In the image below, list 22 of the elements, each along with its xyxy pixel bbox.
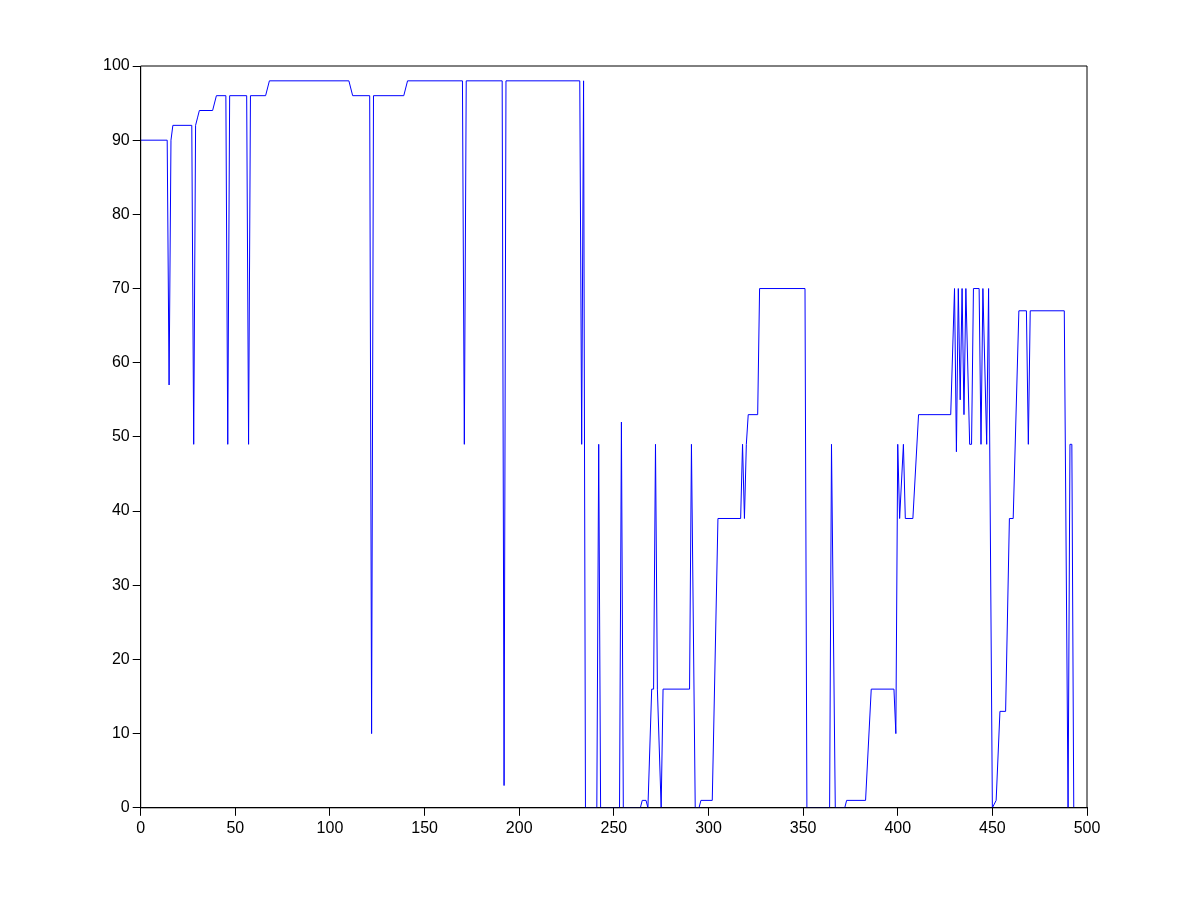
x-tick-label: 200 (505, 818, 533, 836)
y-tick-label: 40 (111, 501, 130, 519)
y-tick-label: 70 (111, 278, 130, 296)
x-tick-label: 150 (411, 818, 439, 836)
y-tick-label: 50 (111, 427, 130, 445)
y-tick-label: 20 (111, 649, 130, 667)
x-tick-label: 50 (226, 818, 245, 836)
y-tick-label: 100 (102, 56, 130, 74)
x-tick-label: 100 (316, 818, 344, 836)
y-tick-label: 60 (111, 353, 130, 371)
y-tick-label: 80 (111, 204, 130, 222)
y-tick-label: 90 (111, 130, 130, 148)
y-tick-label: 30 (111, 575, 130, 593)
y-tick-label: 10 (111, 724, 130, 742)
x-tick-label: 250 (600, 818, 628, 836)
x-tick-label: 350 (789, 818, 817, 836)
x-tick-label: 0 (136, 818, 146, 836)
x-tick-label: 400 (884, 818, 912, 836)
x-tick-label: 450 (979, 818, 1006, 836)
x-tick-label: 500 (1073, 818, 1101, 836)
y-tick-label: 0 (120, 798, 130, 816)
x-tick-label: 300 (695, 818, 722, 836)
